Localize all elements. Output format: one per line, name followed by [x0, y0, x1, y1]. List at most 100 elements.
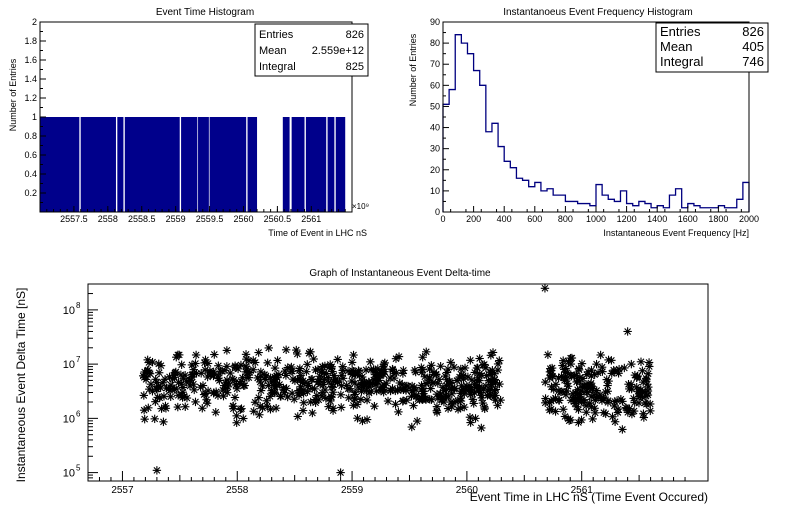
data-point-marker [347, 358, 357, 367]
delta-time-ytick-exponent: 8 [76, 301, 81, 310]
data-point-marker [399, 396, 408, 405]
event-time-ytick-label: 1.8 [24, 36, 37, 46]
stats-integral-label: Integral [660, 54, 703, 69]
frequency-ylabel: Number of Entries [408, 33, 418, 106]
data-point-marker [433, 394, 443, 403]
frequency-xtick-label: 1600 [678, 214, 698, 224]
delta-time-ylabel: Instantaneous Event Delta Time [nS] [14, 288, 28, 483]
stats-mean-value: 405 [742, 39, 764, 54]
data-point-marker [627, 384, 636, 394]
data-point-marker [566, 415, 575, 425]
data-point-marker [551, 380, 561, 389]
data-point-marker [632, 373, 641, 383]
data-point-marker [629, 394, 638, 403]
frequency-ytick-label: 80 [430, 38, 440, 48]
frequency-xtick-label: 200 [466, 214, 481, 224]
data-point-marker [144, 358, 154, 367]
data-point-marker [235, 379, 245, 388]
frequency-ytick-label: 70 [430, 59, 440, 69]
data-point-marker [254, 348, 263, 357]
event-time-bar [247, 117, 258, 212]
data-point-marker [201, 355, 210, 365]
frequency-histogram: Instantanoeus Event Frequency Histogram … [408, 7, 769, 238]
data-point-marker [209, 388, 219, 397]
stats-integral-value: 746 [742, 54, 764, 69]
data-point-marker [228, 374, 237, 384]
delta-time-ytick-exponent: 7 [76, 355, 81, 364]
delta-time-xtick-label: 2558 [226, 485, 249, 496]
data-point-marker [382, 378, 391, 388]
data-point-marker [333, 355, 342, 364]
data-point-marker [256, 367, 266, 377]
event-time-xtick-label: 2560.5 [264, 214, 292, 224]
data-point-marker [229, 401, 238, 411]
event-time-bar [335, 117, 346, 212]
frequency-ytick-label: 40 [430, 123, 440, 133]
data-point-marker [566, 359, 576, 369]
data-point-marker [412, 416, 422, 426]
frequency-ytick-label: 30 [430, 144, 440, 154]
stats-integral-value: 825 [346, 61, 364, 73]
event-time-ytick-label: 1.2 [24, 93, 37, 103]
event-time-bar [40, 117, 80, 212]
data-point-marker [476, 388, 485, 397]
data-point-marker [645, 362, 654, 371]
data-point-marker [360, 380, 369, 390]
data-point-marker [338, 374, 348, 383]
event-time-histogram: Event Time Histogram Number of Entries T… [8, 7, 369, 238]
event-time-title: Event Time Histogram [156, 7, 254, 18]
data-point-marker [264, 343, 273, 353]
data-point-marker [418, 387, 427, 396]
data-point-marker [242, 373, 252, 382]
data-point-marker [481, 363, 491, 373]
data-point-marker [554, 373, 563, 383]
data-point-marker [610, 417, 620, 426]
data-point-marker [540, 284, 550, 293]
frequency-xlabel: Instantaneous Event Frequency [Hz] [603, 228, 749, 238]
delta-time-ytick-exponent: 6 [76, 409, 81, 418]
data-point-marker [293, 412, 302, 421]
data-point-marker [159, 417, 168, 427]
event-time-ytick-label: 2 [32, 17, 37, 27]
data-point-marker [418, 353, 427, 362]
stats-entries-label: Entries [259, 29, 294, 41]
event-time-xtick-label: 2561 [301, 214, 321, 224]
event-time-xlabel: Time of Event in LHC nS [268, 228, 367, 238]
data-point-marker [554, 396, 563, 405]
delta-time-xlabel: Event Time in LHC nS (Time Event Occured… [470, 490, 708, 504]
data-point-marker [545, 405, 554, 415]
data-point-marker [420, 372, 430, 381]
data-point-marker [271, 403, 281, 413]
data-point-marker [140, 414, 149, 424]
data-point-marker [309, 354, 318, 364]
data-point-marker [296, 374, 305, 384]
event-time-xtick-label: 2558 [98, 214, 118, 224]
data-point-marker [261, 375, 270, 384]
data-point-marker [236, 360, 246, 370]
event-time-ytick-label: 1 [32, 112, 37, 122]
frequency-title: Instantanoeus Event Frequency Histogram [503, 7, 693, 18]
data-point-marker [351, 370, 360, 379]
data-point-marker [299, 389, 308, 398]
data-point-marker [554, 386, 564, 395]
data-point-marker [219, 391, 228, 401]
data-point-marker [434, 375, 444, 384]
delta-time-xtick-label: 2561 [571, 485, 594, 496]
data-point-marker [407, 381, 417, 391]
data-point-marker [326, 360, 335, 369]
data-point-marker [344, 393, 353, 402]
event-time-stats-box: Entries 826 Mean 2.559e+12 Integral 825 [254, 23, 369, 77]
data-point-marker [369, 375, 378, 385]
data-point-marker [481, 381, 491, 391]
data-point-marker [463, 372, 473, 382]
data-point-marker [298, 406, 308, 415]
data-point-marker [150, 414, 159, 424]
data-point-marker [182, 393, 192, 403]
data-point-marker [308, 408, 317, 418]
data-point-marker [356, 395, 366, 404]
data-point-marker [352, 400, 362, 409]
data-point-marker [475, 369, 484, 378]
data-point-marker [302, 367, 311, 376]
data-point-marker [146, 379, 156, 389]
